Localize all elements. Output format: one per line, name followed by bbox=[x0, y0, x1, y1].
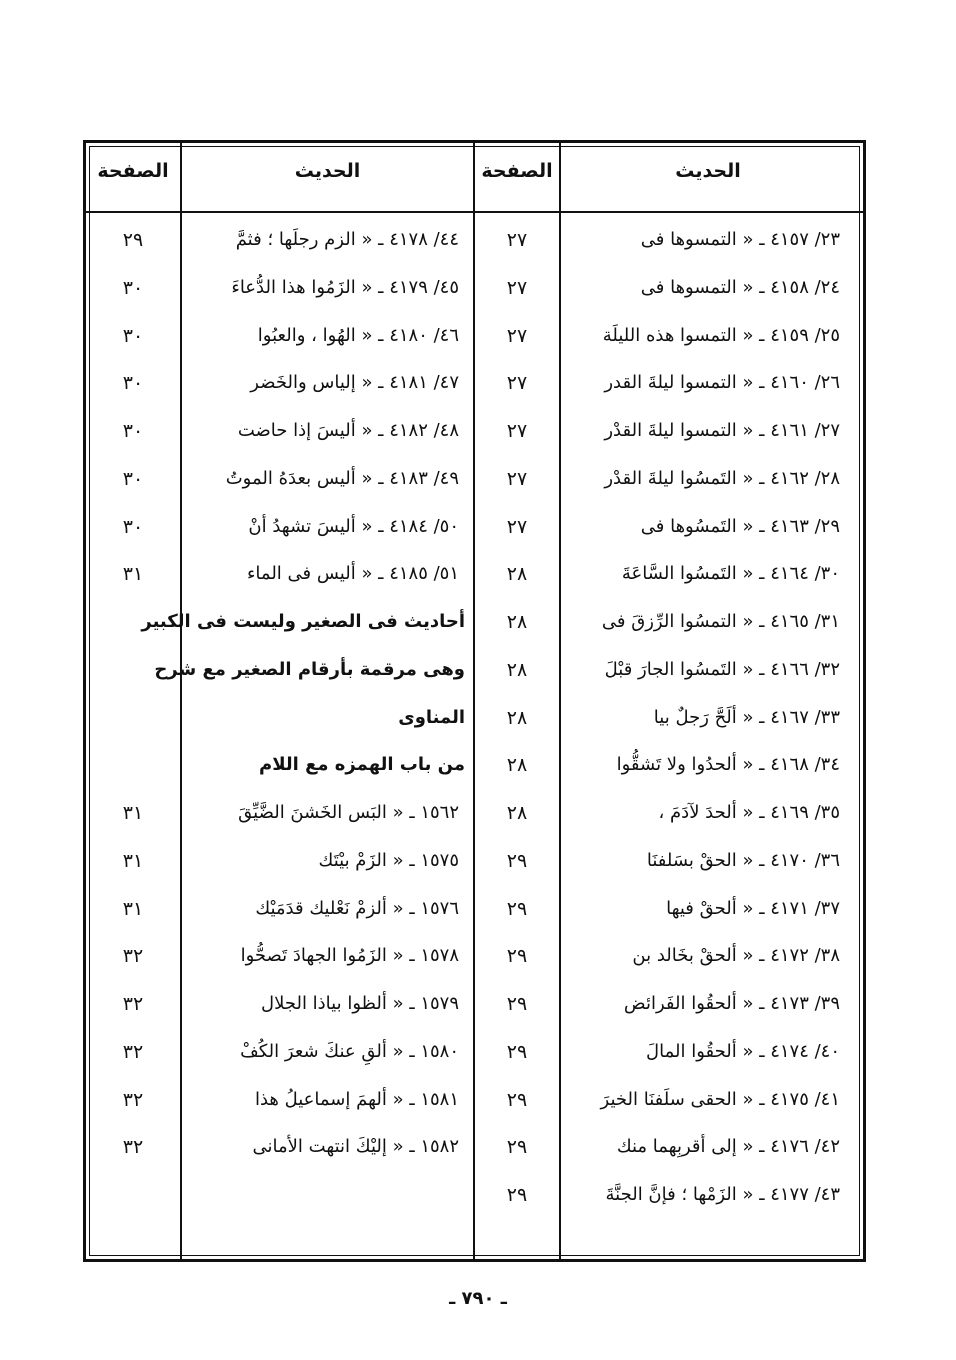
header-rule bbox=[83, 211, 866, 213]
entry-text: ٥٠/ ٤١٨٤ ـ « أليسَ تشهدُ أنْ bbox=[248, 515, 459, 537]
entry-text: ٤٢/ ٤١٧٦ ـ « إلى أقربِهما منك bbox=[616, 1136, 840, 1158]
entry-text: ٢٥/ ٤١٥٩ ـ « التمسوا هذه الليلَة bbox=[602, 324, 840, 346]
entry-page: ٢٧ bbox=[506, 276, 528, 299]
entry-page: ٢٧ bbox=[506, 420, 528, 442]
column-rule bbox=[559, 140, 561, 1262]
entry-text: ٢٤/ ٤١٥٨ ـ « التمسوها فى bbox=[640, 276, 840, 298]
entry-text: ٣٧/ ٤١٧١ ـ « ألحقْ فيها bbox=[666, 897, 840, 919]
entry-text: ٣٤/ ٤١٦٨ ـ « ألحدُوا ولا تَشقُّوا bbox=[616, 754, 840, 776]
entry-page: ٣١ bbox=[122, 897, 144, 920]
entry-page: ٢٨ bbox=[506, 611, 528, 633]
entry-page: ٣٢ bbox=[122, 993, 144, 1015]
entry-text: ٤٧/ ٤١٨١ ـ « إلياس والخَضر bbox=[250, 372, 459, 394]
entry-text: ١٥٧٨ ـ « الزَمُوا الجهادَ تَصحُّوا bbox=[240, 945, 459, 967]
entry-page: ٣٢ bbox=[122, 1040, 144, 1063]
entry-text: ١٥٨٠ ـ « ألقِ عنكَ شعرَ الكُفْ bbox=[240, 1040, 459, 1062]
entry-page: ٣٠ bbox=[122, 276, 144, 299]
section-heading: من باب الهمزه مع اللام bbox=[259, 754, 465, 776]
entry-text: ١٥٨١ ـ « ألهمَ إسماعيلُ هذا bbox=[254, 1088, 459, 1110]
entry-page: ٢٩ bbox=[506, 945, 528, 968]
entry-text: ٢٦/ ٤١٦٠ ـ « التمسوا ليلةَ القدر bbox=[604, 372, 840, 394]
entry-page: ٣١ bbox=[122, 802, 144, 824]
entry-page: ٢٧ bbox=[506, 467, 528, 490]
entry-text: ٣٦/ ٤١٧٠ ـ « الحقْ بسَلفنَا bbox=[646, 849, 840, 871]
entry-text: ٤٦/ ٤١٨٠ ـ « الهُوا ، والعبُوا bbox=[257, 324, 459, 346]
entry-text: ٤٩/ ٤١٨٣ ـ « أليس بعدَهُ الموتُ bbox=[225, 467, 459, 489]
entry-page: ٣٠ bbox=[122, 372, 144, 395]
entry-page: ٢٩ bbox=[506, 993, 528, 1015]
entry-text: ٣٩/ ٤١٧٣ ـ « ألحقُوا الفَرائض bbox=[623, 993, 840, 1014]
column-header: الحديث bbox=[294, 160, 361, 182]
section-heading: وهى مرقمة بأرقام الصغير مع شرح bbox=[154, 658, 465, 680]
entry-page: ٢٩ bbox=[506, 1040, 528, 1063]
column-header: الصفحة bbox=[481, 160, 553, 182]
entry-page: ٣١ bbox=[122, 849, 144, 872]
entry-page: ٣٠ bbox=[122, 324, 144, 347]
entry-page: ٣٢ bbox=[122, 1088, 144, 1111]
entry-page: ٣٠ bbox=[122, 467, 144, 490]
section-heading: المناوى bbox=[398, 706, 465, 728]
column-rule bbox=[180, 140, 182, 1262]
entry-text: ٣٠/ ٤١٦٤ ـ « التَمسُوا السَّاعَةَ bbox=[621, 563, 840, 585]
entry-text: ٢٩/ ٤١٦٣ ـ « التَمسُوها فى bbox=[640, 515, 840, 537]
entry-page: ٢٩ bbox=[506, 897, 528, 920]
entry-text: ٤٤/ ٤١٧٨ ـ « الزم رجلَها ؛ فثمَّ bbox=[235, 229, 459, 250]
column-header: الصفحة bbox=[97, 160, 169, 182]
entry-text: ٤١/ ٤١٧٥ ـ « الحقى سلَفنَا الخيرَ bbox=[600, 1088, 840, 1110]
entry-text: ٤٨/ ٤١٨٢ ـ « أليسَ إذا حاضت bbox=[237, 420, 459, 441]
entry-page: ٢٧ bbox=[506, 324, 528, 347]
entry-text: ٣٢/ ٤١٦٦ ـ « التَمسُوا الجارَ قبْلَ bbox=[604, 658, 840, 680]
entry-text: ٣٨/ ٤١٧٢ ـ « ألحقْ بخَالد بن bbox=[632, 945, 840, 967]
entry-page: ٣١ bbox=[122, 563, 144, 586]
entry-text: ١٥٧٩ ـ « ألظوا بياذا الجلال bbox=[261, 993, 459, 1014]
entry-text: ٣٣/ ٤١٦٧ ـ « ألَحَّ رَجلٌ بيا bbox=[653, 706, 840, 728]
entry-page: ٢٨ bbox=[506, 706, 528, 729]
entry-page: ٢٩ bbox=[506, 849, 528, 872]
entry-text: ٢٧/ ٤١٦١ ـ « التمسوا ليلةَ القدْر bbox=[604, 420, 840, 441]
entry-page: ٢٧ bbox=[506, 515, 528, 538]
entry-page: ٢٨ bbox=[506, 563, 528, 586]
entry-text: ٢٨/ ٤١٦٢ ـ « التَمسُوا ليلةَ القدْر bbox=[604, 467, 840, 489]
entry-text: ١٥٨٢ ـ « إليْكَ انتهت الأمانى bbox=[252, 1136, 459, 1158]
column-header: الحديث bbox=[675, 160, 741, 182]
column-rule bbox=[473, 140, 475, 1262]
entry-text: ٣٥/ ٤١٦٩ ـ « ألحدَ لآدَمَ ، bbox=[658, 802, 841, 823]
entry-page: ٢٨ bbox=[506, 754, 528, 777]
entry-page: ٣٢ bbox=[122, 1136, 144, 1159]
entry-page: ٢٨ bbox=[506, 802, 528, 824]
entry-page: ٣٢ bbox=[122, 945, 144, 968]
entry-text: ٤٠/ ٤١٧٤ ـ « ألحقُوا المالَ bbox=[646, 1040, 840, 1062]
entry-page: ٣٠ bbox=[122, 515, 144, 538]
entry-text: ٣١/ ٤١٦٥ ـ « التمسُوا الرِّزقَ فى bbox=[601, 611, 840, 632]
section-heading: أحاديث فى الصغير وليست فى الكبير bbox=[141, 611, 465, 632]
entry-text: ١٥٧٥ ـ « الزَمْ بيْتَك bbox=[318, 849, 459, 871]
entry-page: ٢٩ bbox=[122, 229, 144, 251]
entry-text: ٢٣/ ٤١٥٧ ـ « التمسوها فى bbox=[640, 229, 840, 250]
entry-page: ٢٨ bbox=[506, 658, 528, 681]
entry-text: ٤٣/ ٤١٧٧ ـ « الزَمْها ؛ فإنَّ الجنَّةَ bbox=[605, 1184, 840, 1205]
entry-text: ١٥٧٦ ـ « ألزمْ نَعْليك قدَمَيْك bbox=[255, 897, 459, 919]
entry-text: ٤٥/ ٤١٧٩ ـ « الزَمُوا هذا الدُّعاءَ bbox=[231, 276, 459, 298]
entry-page: ٢٧ bbox=[506, 229, 528, 251]
entry-page: ٣٠ bbox=[122, 420, 144, 442]
entry-text: ١٥٦٢ ـ « البَس الخَشنَ الضَّيِّقَ bbox=[238, 802, 459, 823]
page-number: ـ ٧٩٠ ـ bbox=[449, 1288, 507, 1309]
entry-page: ٢٧ bbox=[506, 372, 528, 395]
entry-text: ٥١/ ٤١٨٥ ـ « أليس فى الماء bbox=[246, 563, 459, 585]
entry-page: ٢٩ bbox=[506, 1184, 528, 1206]
entry-page: ٢٩ bbox=[506, 1088, 528, 1111]
entry-page: ٢٩ bbox=[506, 1136, 528, 1159]
